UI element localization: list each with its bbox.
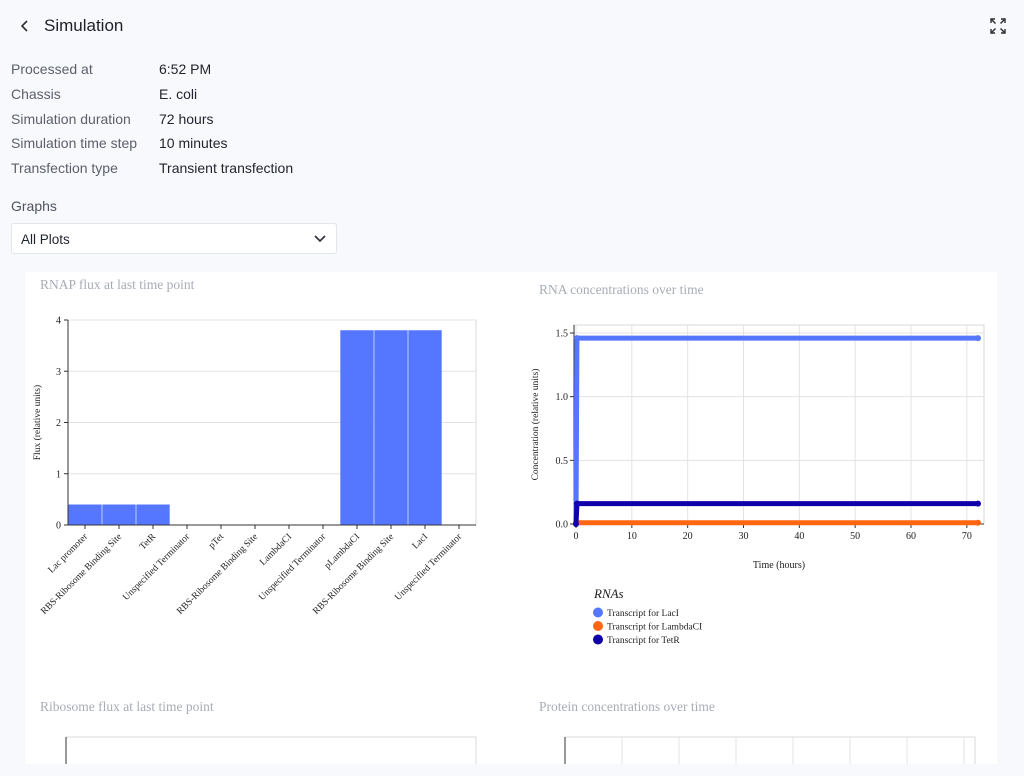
detail-row-transfection-type: Transfection type Transient transfection bbox=[11, 156, 293, 181]
x-tick-label: LacI bbox=[411, 532, 430, 551]
detail-label: Simulation duration bbox=[11, 110, 131, 127]
x-tick-label: 50 bbox=[850, 531, 860, 542]
y-tick-label: 1.5 bbox=[556, 329, 569, 340]
detail-row-chassis: Chassis E. coli bbox=[11, 82, 293, 107]
y-tick-label: 0.0 bbox=[556, 520, 569, 531]
x-tick-label: 40 bbox=[794, 531, 804, 542]
detail-label: Processed at bbox=[11, 61, 93, 78]
x-tick-label: Unspecified Terminator bbox=[257, 531, 329, 603]
series-point bbox=[573, 521, 579, 527]
page-header: Simulation bbox=[0, 0, 1024, 54]
chevron-down-icon bbox=[314, 235, 326, 243]
detail-label: Transfection type bbox=[11, 160, 118, 177]
x-tick-label: 10 bbox=[627, 531, 637, 542]
detail-value: 6:52 PM bbox=[159, 61, 212, 78]
plot-area bbox=[65, 736, 477, 764]
bar bbox=[68, 504, 102, 525]
x-axis-label: Time (hours) bbox=[753, 560, 805, 571]
detail-value: 72 hours bbox=[159, 110, 214, 127]
detail-row-duration: Simulation duration 72 hours bbox=[11, 106, 293, 131]
legend-swatch bbox=[593, 607, 603, 618]
fullscreen-button[interactable] bbox=[988, 16, 1008, 36]
x-tick-label: 70 bbox=[962, 531, 972, 542]
graphs-label: Graphs bbox=[11, 198, 57, 214]
y-tick-label: 0 bbox=[56, 521, 61, 532]
y-axis-label: Concentration (relative units) bbox=[530, 369, 541, 481]
series-point bbox=[573, 500, 580, 507]
bar bbox=[340, 330, 374, 525]
rnap-chart-title: RNAP flux at last time point bbox=[40, 277, 195, 292]
series-point bbox=[975, 500, 981, 507]
ribosome-flux-chart bbox=[65, 736, 477, 764]
bar bbox=[408, 330, 442, 525]
y-tick-label: 1.0 bbox=[556, 392, 569, 403]
y-axis-label: Flux (relative units) bbox=[32, 385, 43, 460]
y-tick-label: 4 bbox=[56, 316, 61, 327]
plot-area bbox=[564, 736, 976, 764]
legend-entry: Transcript for LambdaCI bbox=[607, 622, 702, 633]
bar bbox=[374, 330, 408, 525]
legend-entry: Transcript for LacI bbox=[607, 608, 679, 619]
detail-label: Simulation time step bbox=[11, 135, 138, 152]
x-tick-label: 60 bbox=[906, 531, 916, 542]
graphs-select-value: All Plots bbox=[21, 232, 70, 247]
ribosome-chart-title: Ribosome flux at last time point bbox=[40, 699, 214, 714]
protein-chart-title: Protein concentrations over time bbox=[539, 699, 715, 714]
protein-concentration-chart bbox=[564, 736, 976, 764]
y-tick-label: 1 bbox=[56, 469, 61, 480]
detail-value: E. coli bbox=[159, 86, 198, 103]
x-tick-label: LambdaCI bbox=[258, 532, 294, 568]
chevron-left-icon bbox=[20, 20, 28, 32]
back-button[interactable] bbox=[14, 14, 36, 38]
rna-concentration-chart: 0.0 0.5 1.0 1.5 0 10 20 30 40 50 60 70 Time (hours) C… bbox=[530, 324, 985, 646]
series-point bbox=[975, 519, 981, 526]
rna-chart-title: RNA concentrations over time bbox=[539, 282, 704, 297]
x-tick-label: 0 bbox=[574, 531, 579, 542]
detail-value: 10 minutes bbox=[159, 135, 228, 152]
plot-area bbox=[573, 324, 985, 525]
legend-entry: Transcript for TetR bbox=[607, 635, 680, 646]
x-tick-label: pTet bbox=[207, 532, 226, 551]
series-point bbox=[975, 335, 981, 342]
detail-value: Transient transfection bbox=[159, 160, 294, 177]
x-tick-label: Unspecified Terminator bbox=[393, 531, 465, 603]
charts-panel: RNAP flux at last time point RNA concent… bbox=[25, 272, 997, 764]
detail-row-processed-at: Processed at 6:52 PM bbox=[11, 57, 293, 82]
legend-swatch bbox=[593, 621, 603, 631]
bar bbox=[102, 504, 136, 525]
legend-swatch bbox=[593, 634, 603, 645]
simulation-details: Processed at 6:52 PM Chassis E. coli Sim… bbox=[11, 57, 293, 180]
series-point bbox=[573, 335, 580, 342]
y-tick-label: 3 bbox=[56, 367, 61, 378]
detail-label: Chassis bbox=[11, 86, 61, 103]
x-tick-label: 20 bbox=[683, 531, 693, 542]
detail-row-time-step: Simulation time step 10 minutes bbox=[11, 131, 293, 156]
bar bbox=[136, 504, 170, 525]
graphs-select[interactable]: All Plots bbox=[11, 223, 337, 254]
y-tick-label: 2 bbox=[56, 418, 61, 429]
x-tick-label: TetR bbox=[138, 532, 159, 553]
y-tick-label: 0.5 bbox=[556, 456, 569, 467]
x-tick-label: Unspecified Terminator bbox=[121, 531, 193, 603]
expand-icon bbox=[990, 18, 1006, 34]
x-tick-label: 30 bbox=[739, 531, 749, 542]
page-title: Simulation bbox=[44, 16, 124, 35]
legend-title: RNAs bbox=[593, 586, 624, 601]
